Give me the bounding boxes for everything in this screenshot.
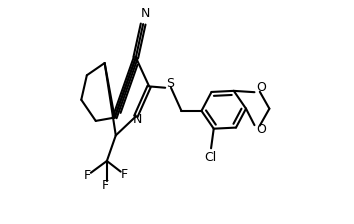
Text: Cl: Cl xyxy=(204,151,216,164)
Text: F: F xyxy=(83,169,90,182)
Text: O: O xyxy=(256,82,266,95)
Text: O: O xyxy=(256,123,266,136)
Text: F: F xyxy=(121,168,128,181)
Text: F: F xyxy=(102,179,109,192)
Text: N: N xyxy=(141,7,150,20)
Text: N: N xyxy=(133,113,142,126)
Text: S: S xyxy=(166,77,174,90)
